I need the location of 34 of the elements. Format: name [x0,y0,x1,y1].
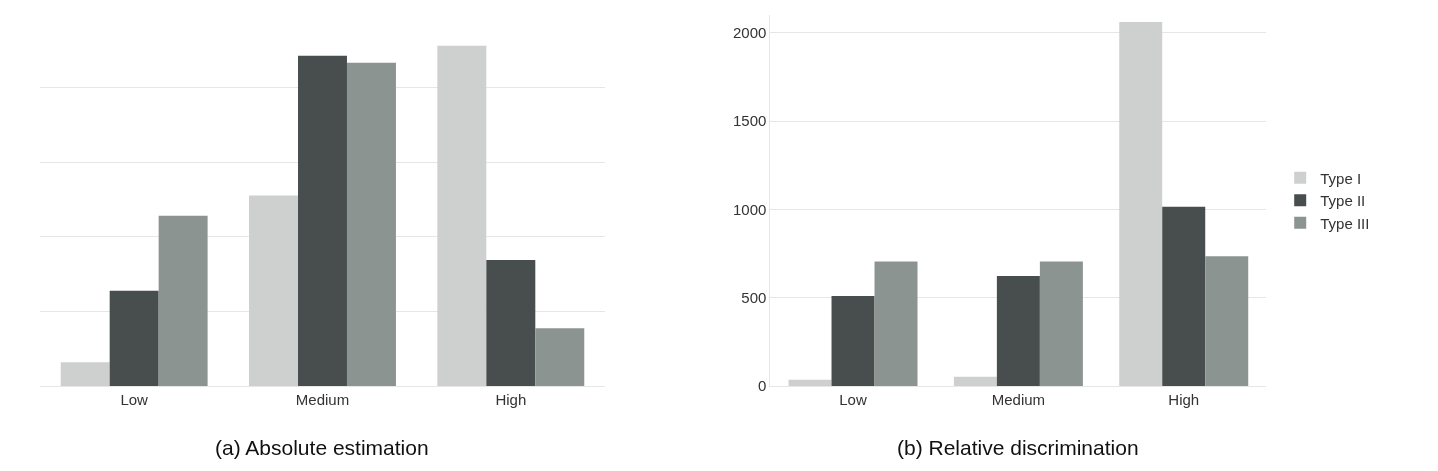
legend-label: Type II [1320,192,1366,210]
bar [298,55,347,386]
bar [1039,261,1083,386]
bar [437,45,487,386]
x-tick-label: Medium [295,391,350,408]
bar [788,379,832,386]
bar [158,215,208,386]
bar [1162,206,1206,386]
bar [953,376,997,386]
y-tick-label: 1500 [732,112,767,130]
text: (a) Absolute estimation [215,436,429,459]
bar [1119,22,1163,386]
bar [486,260,536,386]
x-tick-label: Low [120,391,149,408]
y-tick-label: 1000 [732,200,767,218]
bar [996,276,1040,386]
bar [535,328,585,386]
bar [60,362,110,386]
y-tick-label: 500 [741,288,767,306]
text: (b) Relative discrimination [897,436,1139,459]
legend-label: Type I [1320,169,1362,187]
bar [1205,256,1249,386]
x-tick-label: Medium [991,391,1046,408]
bar [346,62,396,386]
x-tick-label: Low [839,391,867,408]
bar [874,261,918,386]
bar [249,195,299,386]
x-tick-label: High [495,391,527,408]
y-tick-label: 2000 [732,23,767,41]
x-tick-label: High [1168,391,1200,408]
bar [831,295,875,386]
y-tick-label: 0 [758,377,767,395]
bar [109,290,159,386]
legend-label: Type III [1320,214,1370,232]
